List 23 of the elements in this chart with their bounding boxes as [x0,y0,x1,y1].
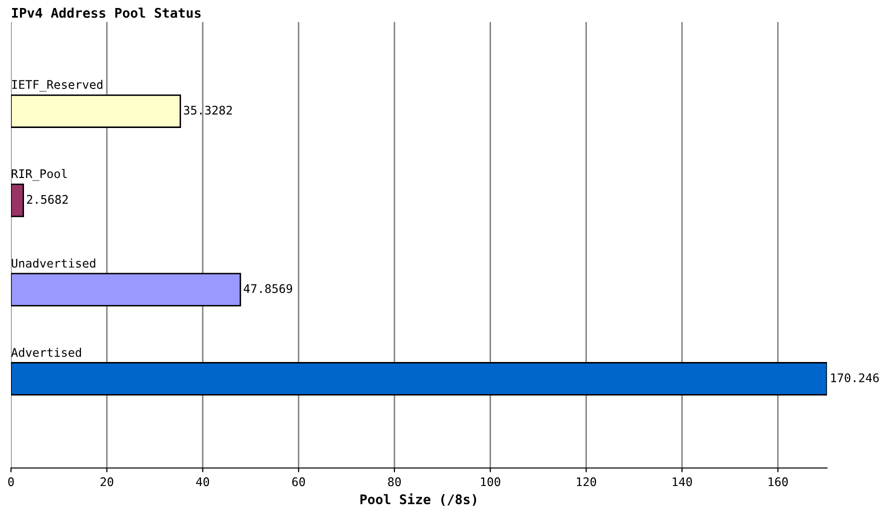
bar [11,362,827,396]
data-label: 170.246 [831,373,879,382]
x-tick-label: 20 [100,477,114,486]
bar [11,184,24,218]
x-tick-label: 120 [576,477,596,486]
y-tick-label: RIR_Pool [12,168,67,181]
bar [11,272,242,306]
x-tick-label: 160 [768,477,788,486]
chart-title: IPv4 Address Pool Status [12,8,201,18]
x-tick-label: 140 [672,477,692,486]
data-label: 2.5682 [26,194,68,204]
y-tick-label: IETF_Reserved [12,80,102,92]
y-tick-label: Advertised [11,348,81,357]
x-tick-label: 0 [8,477,14,486]
x-tick-label: 80 [388,477,401,486]
x-tick-label: 60 [292,477,305,486]
x-tick-label: 100 [481,477,500,486]
x-axis-title: Pool Size (/8s) [360,493,476,506]
bar [11,94,182,128]
data-label: 47.8569 [244,284,292,294]
y-tick-label: Unadvertised [12,258,96,268]
x-tick-label: 40 [196,477,210,486]
data-label: 35.3282 [184,106,232,115]
